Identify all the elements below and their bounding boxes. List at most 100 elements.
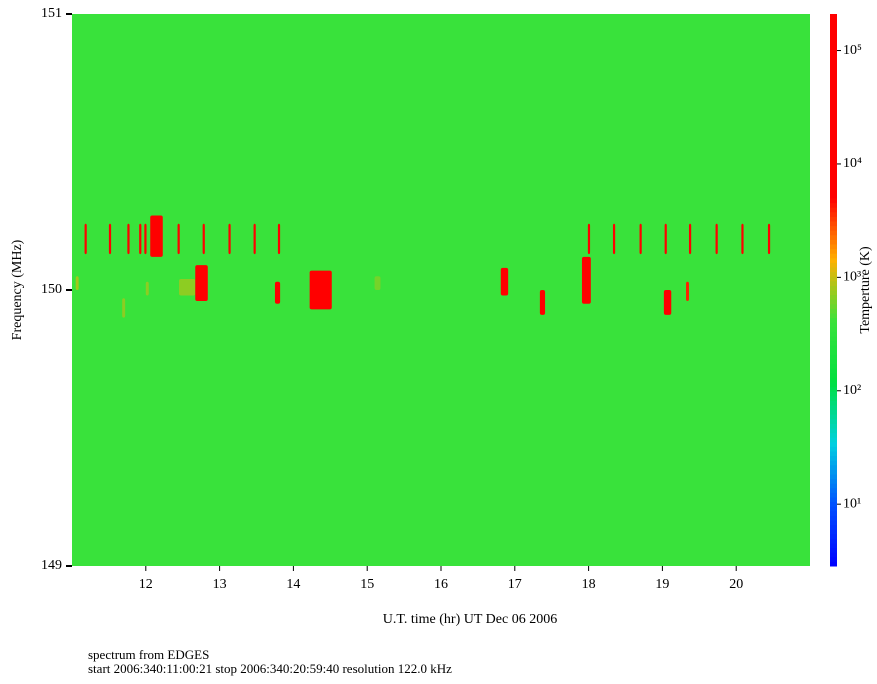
x-axis-label: U.T. time (hr) UT Dec 06 2006 (383, 612, 557, 627)
cell (75, 276, 79, 290)
colorbar-strip (830, 87, 837, 93)
colorbar-strip (830, 142, 837, 148)
colorbar-strip (830, 395, 837, 401)
colorbar-strip (830, 382, 837, 388)
colorbar-strip (830, 69, 837, 75)
cell (202, 223, 205, 255)
colorbar-strip (830, 64, 837, 70)
colorbar-strip (830, 253, 837, 259)
cell (277, 223, 281, 255)
colorbar-strip (830, 538, 837, 544)
colorbar-strip (830, 170, 837, 176)
cell (253, 223, 256, 255)
x-tick-label: 19 (655, 577, 669, 592)
cell (177, 223, 180, 255)
cell (581, 256, 591, 304)
colorbar-strip (830, 552, 837, 558)
colorbar-strip (830, 257, 837, 263)
colorbar-strip (830, 368, 837, 374)
colorbar-strip (830, 451, 837, 457)
colorbar-strip (830, 515, 837, 521)
cell (145, 281, 149, 296)
colorbar-strip (830, 340, 837, 346)
y-axis-label: Frequency (MHz) (10, 239, 25, 340)
colorbar-strip (830, 363, 837, 369)
cell (539, 290, 546, 315)
colorbar-strip (830, 405, 837, 411)
colorbar-strip (830, 276, 837, 282)
colorbar-strip (830, 271, 837, 277)
y-tick-label: 149 (41, 558, 62, 573)
colorbar-tick-label: 10³ (843, 270, 861, 285)
colorbar-strip (830, 41, 837, 47)
colorbar-strip (830, 244, 837, 250)
cell (195, 265, 208, 302)
colorbar-strip (830, 165, 837, 171)
cell (715, 223, 718, 255)
cell (144, 223, 147, 255)
cell (139, 223, 142, 255)
colorbar-tick-label: 10⁵ (843, 43, 862, 58)
colorbar-strip (830, 349, 837, 355)
colorbar-strip (830, 37, 837, 43)
cell (274, 281, 281, 304)
colorbar-strip (830, 18, 837, 24)
cell (122, 298, 126, 318)
x-tick-label: 14 (286, 577, 300, 592)
note: spectrum from EDGES (88, 647, 209, 662)
colorbar-strip (830, 175, 837, 181)
colorbar-strip (830, 359, 837, 365)
colorbar-strip (830, 152, 837, 158)
colorbar-tick-label: 10¹ (843, 496, 861, 511)
colorbar-strip (830, 441, 837, 447)
cell (500, 267, 509, 296)
cell (741, 223, 744, 255)
colorbar-strip (830, 147, 837, 153)
colorbar-strip (830, 483, 837, 489)
colorbar-strip (830, 303, 837, 309)
colorbar-strip (830, 299, 837, 305)
colorbar-strip (830, 543, 837, 549)
colorbar-strip (830, 524, 837, 530)
colorbar-strip (830, 506, 837, 512)
colorbar-strip (830, 50, 837, 56)
colorbar-strip (830, 474, 837, 480)
colorbar-strip (830, 230, 837, 236)
colorbar-strip (830, 400, 837, 406)
cell (108, 223, 112, 255)
colorbar-strip (830, 464, 837, 470)
colorbar-strip (830, 83, 837, 89)
cell (228, 223, 231, 255)
colorbar-strip (830, 331, 837, 337)
colorbar-strip (830, 234, 837, 240)
colorbar-strip (830, 354, 837, 360)
colorbar-strip (830, 211, 837, 217)
colorbar-label: Temperture (K) (858, 246, 873, 334)
colorbar-strip (830, 409, 837, 415)
colorbar-strip (830, 478, 837, 484)
colorbar-strip (830, 455, 837, 461)
cell (688, 223, 692, 255)
colorbar-strip (830, 60, 837, 66)
x-tick-label: 13 (213, 577, 227, 592)
colorbar-strip (830, 336, 837, 342)
cell (127, 223, 130, 255)
x-tick-label: 12 (139, 577, 153, 592)
colorbar-strip (830, 432, 837, 438)
colorbar-strip (830, 55, 837, 61)
colorbar-strip (830, 73, 837, 79)
colorbar-strip (830, 23, 837, 29)
cell (612, 223, 616, 255)
colorbar-strip (830, 161, 837, 167)
colorbar-strip (830, 487, 837, 493)
colorbar-tick-label: 10² (843, 383, 861, 398)
colorbar-strip (830, 428, 837, 434)
cell (179, 278, 196, 296)
x-tick-label: 16 (434, 577, 448, 592)
colorbar-strip (830, 561, 837, 567)
colorbar-strip (830, 179, 837, 185)
colorbar-strip (830, 216, 837, 222)
colorbar-strip (830, 262, 837, 268)
colorbar-tick-label: 10⁴ (843, 156, 862, 171)
colorbar-strip (830, 119, 837, 125)
